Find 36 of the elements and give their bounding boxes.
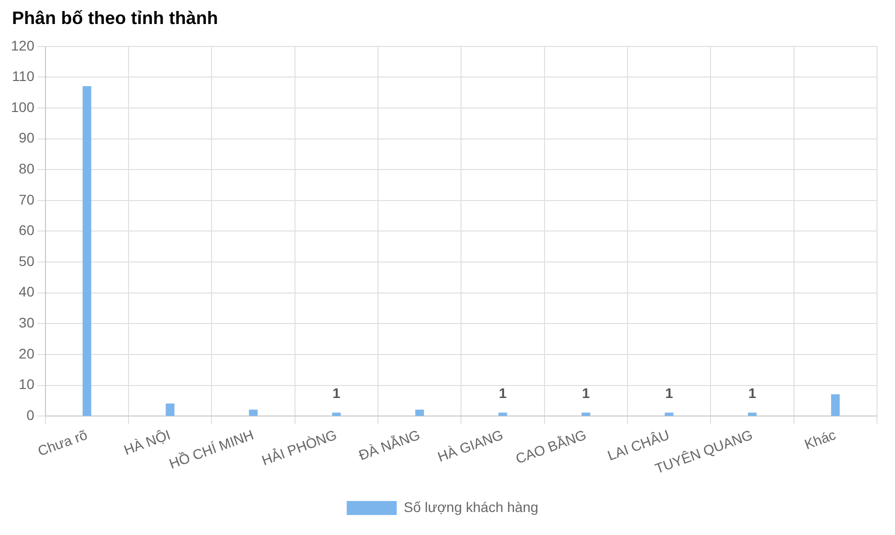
bar xyxy=(831,394,840,416)
data-label: 1 xyxy=(665,384,674,401)
x-tick-label: Khác xyxy=(802,426,838,452)
y-tick-label: 60 xyxy=(18,222,35,238)
y-tick-label: 120 xyxy=(11,37,35,54)
data-label: 1 xyxy=(498,384,507,401)
bar xyxy=(332,412,341,416)
y-tick-label: 90 xyxy=(18,130,35,146)
y-tick-label: 30 xyxy=(18,314,35,331)
data-label: 1 xyxy=(582,384,590,401)
data-label: 1 xyxy=(748,384,756,401)
data-label: 1 xyxy=(332,384,341,401)
x-tick-label: CAO BẰNG xyxy=(513,426,588,467)
bar xyxy=(166,403,174,416)
bar xyxy=(498,412,508,416)
x-tick-label: ĐÀ NẴNG xyxy=(356,426,422,464)
bar xyxy=(582,412,590,416)
y-tick-label: 20 xyxy=(18,345,35,362)
y-tick-label: 0 xyxy=(26,406,35,423)
y-tick-label: 10 xyxy=(18,376,35,392)
y-tick-label: 70 xyxy=(18,191,35,208)
y-tick-label: 50 xyxy=(18,252,35,269)
legend-label: Số lượng khách hàng xyxy=(404,498,538,515)
chart-title: Phân bố theo tỉnh thành xyxy=(12,8,219,29)
bar xyxy=(748,412,757,416)
y-tick-label: 110 xyxy=(12,68,35,84)
bar xyxy=(248,410,258,416)
bar xyxy=(82,86,92,416)
y-tick-label: 40 xyxy=(18,284,35,300)
bar xyxy=(415,410,424,416)
y-tick-label: 80 xyxy=(18,160,35,176)
x-tick-label: Chưa rõ xyxy=(36,426,90,459)
x-tick-label: HÀ GIANG xyxy=(435,426,506,465)
y-tick-label: 100 xyxy=(11,98,35,115)
x-tick-label: HÀ NỘI xyxy=(122,426,172,458)
bar xyxy=(664,412,674,416)
